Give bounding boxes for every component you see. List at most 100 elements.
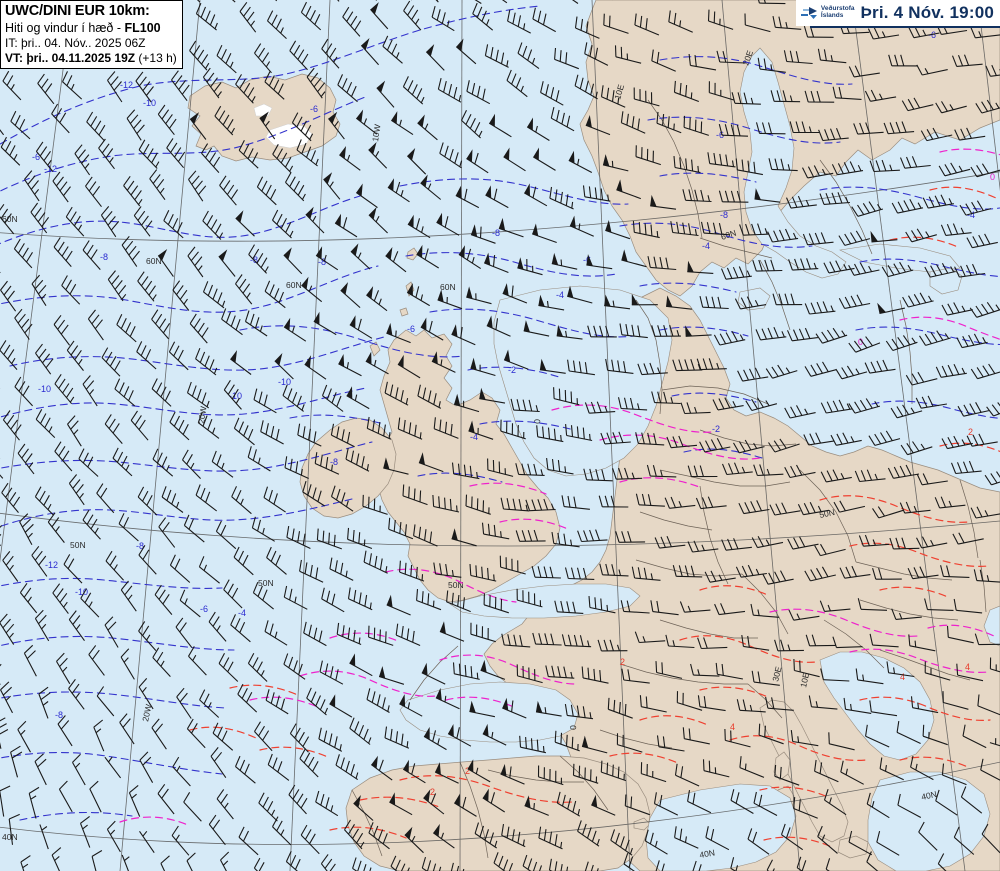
wind-barb — [104, 616, 119, 648]
wind-barb — [34, 609, 50, 642]
wind-barb — [524, 795, 549, 816]
wind-barb — [34, 753, 47, 786]
wind-barb — [942, 691, 969, 710]
land-iberia — [345, 755, 651, 871]
wind-barb — [616, 733, 643, 753]
wind-barb — [762, 570, 794, 585]
wind-barb — [253, 388, 277, 414]
wind-barb — [169, 411, 190, 441]
wind-barb — [349, 315, 373, 339]
wind-barb — [808, 695, 838, 710]
wind-barb — [647, 256, 677, 271]
wind-barb — [685, 325, 712, 337]
wind-barb — [368, 207, 388, 234]
wind-barb — [532, 7, 556, 33]
wind-barb — [668, 10, 693, 33]
wind-barb — [474, 822, 498, 849]
wind-barb — [498, 217, 524, 238]
wind-barb — [300, 1, 322, 31]
wind-barb — [14, 308, 33, 340]
wind-barb — [515, 463, 545, 476]
wind-barb — [670, 221, 699, 237]
wind-barb — [696, 358, 727, 371]
wind-barb — [962, 724, 987, 749]
wind-barb — [186, 852, 196, 871]
wind-barb — [466, 80, 491, 105]
wind-barb — [556, 324, 583, 340]
isotherms-cold — [0, 5, 1000, 821]
wind-barb — [790, 730, 819, 747]
wind-barb — [624, 794, 650, 816]
wind-barb — [737, 367, 769, 382]
wind-barb — [533, 147, 556, 171]
isotherm-label: 4 — [965, 662, 970, 672]
wind-barb — [714, 603, 746, 616]
wind-barb — [483, 593, 509, 614]
wind-barb — [451, 462, 480, 480]
wind-barb — [432, 823, 455, 849]
wind-barb — [769, 502, 801, 516]
wind-barb — [519, 735, 547, 754]
wind-barb — [461, 109, 483, 139]
graticule-label-0: 0 — [532, 418, 542, 424]
wind-barb — [651, 391, 681, 405]
wind-barb — [376, 80, 395, 108]
wind-barb — [121, 235, 140, 267]
wind-barb — [483, 252, 509, 274]
valid-time-value: þri.. 04.11.2025 19Z — [26, 50, 136, 65]
wind-barb — [0, 785, 11, 817]
wind-barb — [766, 859, 775, 871]
wind-barb — [447, 724, 472, 747]
wind-barb — [368, 142, 388, 169]
wind-barb — [851, 201, 884, 217]
isotherm-label: -6 — [200, 604, 208, 614]
wind-barb — [561, 634, 592, 648]
wind-barb — [604, 294, 631, 310]
graticule-label-40n: 40N — [920, 789, 937, 802]
sea-lake-vanern — [737, 287, 771, 311]
wind-barb — [838, 230, 871, 246]
wind-barb — [285, 850, 301, 871]
wind-barb — [258, 792, 278, 822]
wind-barb — [619, 323, 648, 339]
wind-barb — [896, 721, 921, 744]
wind-barb — [989, 657, 1000, 673]
wind-barb — [330, 423, 355, 448]
wind-barb — [53, 314, 71, 346]
wind-barb — [951, 54, 983, 67]
wind-barb — [853, 122, 884, 135]
wind-barb — [545, 665, 575, 679]
wind-barb — [922, 194, 954, 209]
wind-barb — [285, 172, 306, 202]
wind-barb — [692, 860, 702, 871]
wind-barb — [138, 621, 157, 651]
wind-barb — [935, 789, 958, 816]
wind-barb — [303, 621, 327, 647]
wind-barb — [905, 228, 937, 243]
wind-barb — [954, 127, 986, 141]
wind-barb — [210, 747, 227, 779]
wind-barb — [517, 257, 543, 276]
wind-barb — [702, 759, 730, 778]
wind-barb — [470, 622, 496, 643]
wind-barb — [655, 661, 683, 679]
wind-barb — [654, 535, 686, 549]
wind-barb — [347, 527, 373, 550]
wind-barb — [31, 545, 48, 577]
wind-barb — [272, 144, 294, 174]
wind-barb — [221, 308, 243, 336]
wind-barb — [138, 678, 154, 710]
wind-barb — [139, 751, 154, 783]
wind-barb — [465, 494, 491, 515]
wind-barb — [446, 590, 471, 613]
wind-barb — [616, 179, 641, 200]
wind-barb — [768, 438, 800, 453]
wind-barb — [674, 763, 700, 787]
wind-barb — [538, 826, 563, 850]
wind-barb — [883, 121, 915, 135]
wind-barb — [977, 694, 1000, 716]
wind-barb — [370, 2, 389, 30]
isotherm-label: -6 — [407, 324, 415, 334]
wind-barb — [620, 111, 646, 134]
wind-barb — [586, 254, 613, 270]
